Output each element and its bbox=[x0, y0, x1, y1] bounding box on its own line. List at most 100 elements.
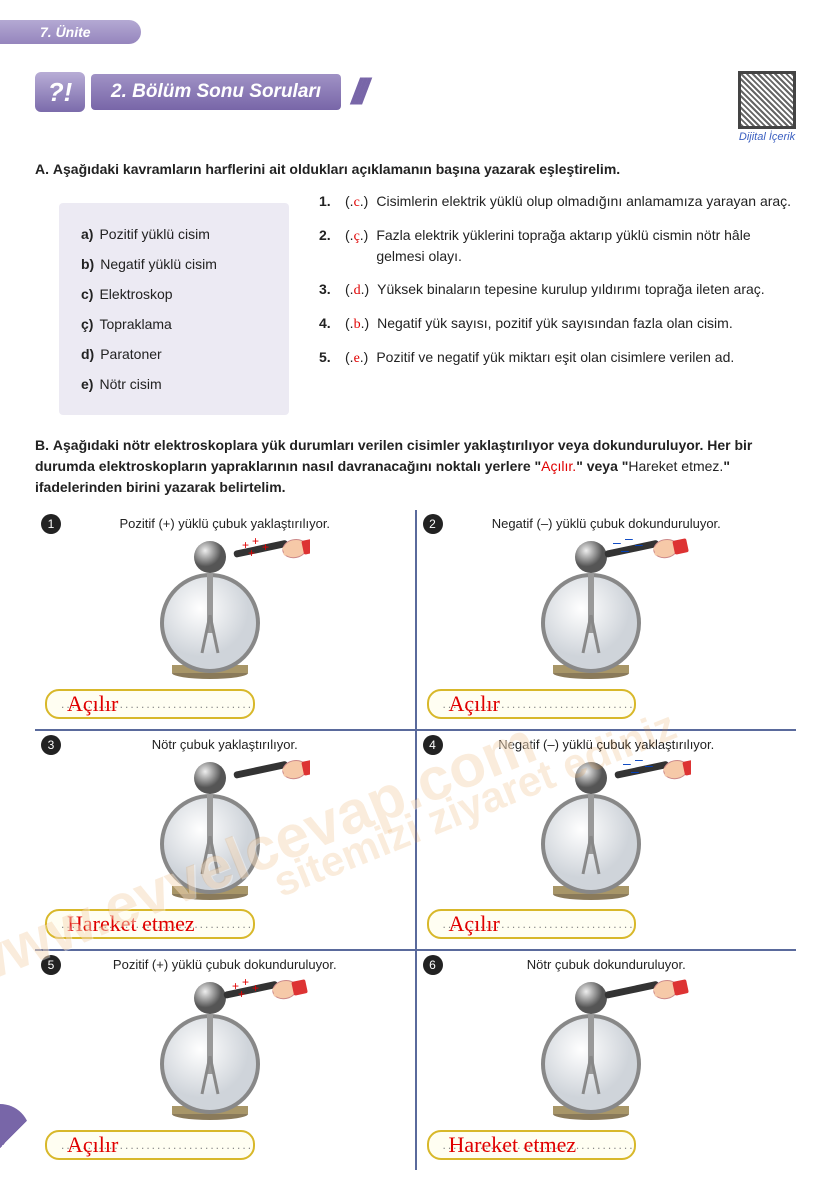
cell-title: Negatif (–) yüklü çubuk dokunduruluyor. bbox=[427, 516, 787, 531]
electroscope-scene: + + + + bbox=[45, 535, 405, 680]
def-number: 3. bbox=[319, 279, 337, 301]
cell-number: 3 bbox=[41, 735, 61, 755]
section-title: 2. Bölüm Sonu Soruları bbox=[91, 74, 341, 110]
electroscope-diagram bbox=[140, 756, 310, 901]
def-answer: d bbox=[354, 283, 361, 298]
svg-text:+: + bbox=[262, 540, 269, 554]
def-answer-paren: (.ç.) bbox=[345, 225, 368, 267]
def-text: Fazla elektrik yüklerini toprağa aktarıp… bbox=[376, 225, 796, 267]
electroscope-cell: 5 Pozitif (+) yüklü çubuk dokunduruluyor… bbox=[35, 950, 416, 1170]
electroscope-grid: 1 Pozitif (+) yüklü çubuk yaklaştırılıyo… bbox=[35, 510, 796, 1170]
cell-title: Negatif (–) yüklü çubuk yaklaştırılıyor. bbox=[427, 737, 787, 752]
qa-body: a) Pozitif yüklü cisim b)Negatif yüklü cis… bbox=[35, 191, 796, 415]
answer-strip: .................................... Açı… bbox=[45, 689, 255, 719]
electroscope-diagram: – – – – bbox=[521, 756, 691, 901]
term-letter: d) bbox=[81, 346, 94, 362]
def-text: Pozitif ve negatif yük miktarı eşit olan… bbox=[376, 347, 734, 369]
qb-label: B. bbox=[35, 437, 49, 453]
answer-box[interactable]: .................................... Açı… bbox=[427, 909, 637, 939]
answer-strip: .................................... Açı… bbox=[427, 909, 637, 939]
cell-title: Pozitif (+) yüklü çubuk dokunduruluyor. bbox=[45, 957, 405, 972]
definition-row: 5. (.e.) Pozitif ve negatif yük miktarı … bbox=[319, 347, 796, 369]
qr-block[interactable]: Dijital İçerik bbox=[738, 71, 796, 143]
term-row: a) Pozitif yüklü cisim bbox=[81, 219, 267, 249]
def-answer: b bbox=[354, 317, 361, 332]
def-answer: e bbox=[354, 351, 360, 366]
def-answer-paren: (.d.) bbox=[345, 279, 369, 301]
answer-text: Açılır bbox=[67, 1132, 118, 1158]
electroscope-scene: – – – – bbox=[427, 756, 787, 901]
answer-text: Açılır bbox=[449, 911, 500, 937]
electroscope-diagram bbox=[521, 976, 691, 1121]
cell-title: Pozitif (+) yüklü çubuk yaklaştırılıyor. bbox=[45, 516, 405, 531]
qa-label: A. bbox=[35, 161, 49, 177]
term-row: b)Negatif yüklü cisim bbox=[81, 249, 267, 279]
term-text: Elektroskop bbox=[99, 286, 172, 302]
definition-row: 3. (.d.) Yüksek binaların tepesine kurul… bbox=[319, 279, 796, 301]
term-text: Paratoner bbox=[100, 346, 161, 362]
question-b: B. Aşağıdaki nötr elektroskoplara yük du… bbox=[35, 435, 796, 498]
definition-row: 2. (.ç.) Fazla elektrik yüklerini toprağ… bbox=[319, 225, 796, 267]
electroscope-cell: 6 Nötr çubuk dokunduruluyor. bbox=[416, 950, 797, 1170]
svg-text:–: – bbox=[645, 757, 653, 773]
def-answer-paren: (.c.) bbox=[345, 191, 368, 213]
def-text: Yüksek binaların tepesine kurulup yıldır… bbox=[377, 279, 765, 301]
term-text: Nötr cisim bbox=[99, 376, 161, 392]
answer-text: Hareket etmez bbox=[449, 1132, 577, 1158]
unit-tab: 7. Ünite bbox=[0, 20, 796, 46]
electroscope-scene bbox=[427, 976, 787, 1121]
term-row: c)Elektroskop bbox=[81, 279, 267, 309]
definitions-list: 1. (.c.) Cisimlerin elektrik yüklü olup … bbox=[319, 191, 796, 415]
answer-text: Açılır bbox=[449, 691, 500, 717]
def-answer-paren: (.e.) bbox=[345, 347, 368, 369]
question-a: A. Aşağıdaki kavramların harflerini ait … bbox=[35, 161, 796, 415]
qb-text-mid: " veya " bbox=[576, 458, 628, 474]
term-letter: b) bbox=[81, 256, 94, 272]
electroscope-cell: 2 Negatif (–) yüklü çubuk dokunduruluyor… bbox=[416, 510, 797, 730]
electroscope-scene: + + + + bbox=[45, 976, 405, 1121]
section-header-row: ?! 2. Bölüm Sonu Soruları /// Dijital İç… bbox=[35, 71, 796, 143]
svg-text:–: – bbox=[621, 542, 629, 558]
term-row: d) Paratoner bbox=[81, 339, 267, 369]
qr-code-icon[interactable] bbox=[738, 71, 796, 129]
electroscope-diagram: + + + + bbox=[140, 976, 310, 1121]
qr-label: Dijital İçerik bbox=[739, 131, 795, 143]
cell-title: Nötr çubuk yaklaştırılıyor. bbox=[45, 737, 405, 752]
answer-box[interactable]: .................................... Açı… bbox=[45, 689, 255, 719]
unit-tab-label: 7. Ünite bbox=[0, 20, 141, 44]
answer-box[interactable]: .................................... Açı… bbox=[45, 1130, 255, 1160]
answer-strip: .................................... Har… bbox=[427, 1130, 637, 1160]
electroscope-cell: 3 Nötr çubuk yaklaştırılıyor. bbox=[35, 730, 416, 950]
electroscope-scene: – – – – bbox=[427, 535, 787, 680]
term-text: Topraklama bbox=[99, 316, 171, 332]
electroscope-scene bbox=[45, 756, 405, 901]
cell-number: 2 bbox=[423, 514, 443, 534]
slashes-decoration: /// bbox=[351, 71, 363, 113]
def-number: 4. bbox=[319, 313, 337, 335]
electroscope-cell: 4 Negatif (–) yüklü çubuk yaklaştırılıyo… bbox=[416, 730, 797, 950]
answer-box[interactable]: .................................... Açı… bbox=[427, 689, 637, 719]
term-letter: a) bbox=[81, 226, 93, 242]
cell-number: 4 bbox=[423, 735, 443, 755]
cell-number: 5 bbox=[41, 955, 61, 975]
qb-word1: Açılır. bbox=[541, 458, 576, 474]
cell-number: 6 bbox=[423, 955, 443, 975]
def-text: Cisimlerin elektrik yüklü olup olmadığın… bbox=[376, 191, 791, 213]
answer-box[interactable]: .................................... Har… bbox=[427, 1130, 637, 1160]
svg-text:+: + bbox=[252, 981, 259, 995]
cell-number: 1 bbox=[41, 514, 61, 534]
svg-text:–: – bbox=[613, 535, 621, 550]
terms-box: a) Pozitif yüklü cisim b)Negatif yüklü cis… bbox=[59, 203, 289, 415]
page-corner-decoration bbox=[0, 1104, 30, 1184]
def-number: 5. bbox=[319, 347, 337, 369]
electroscope-cell: 1 Pozitif (+) yüklü çubuk yaklaştırılıyo… bbox=[35, 510, 416, 730]
svg-text:–: – bbox=[631, 763, 639, 779]
term-text: Pozitif yüklü cisim bbox=[99, 226, 209, 242]
answer-strip: .................................... Açı… bbox=[427, 689, 637, 719]
answer-box[interactable]: .................................... Har… bbox=[45, 909, 255, 939]
answer-text: Hareket etmez bbox=[67, 911, 195, 937]
svg-text:+: + bbox=[238, 987, 245, 1001]
def-answer: ç bbox=[354, 229, 360, 244]
svg-text:+: + bbox=[248, 546, 255, 560]
def-answer-paren: (.b.) bbox=[345, 313, 369, 335]
